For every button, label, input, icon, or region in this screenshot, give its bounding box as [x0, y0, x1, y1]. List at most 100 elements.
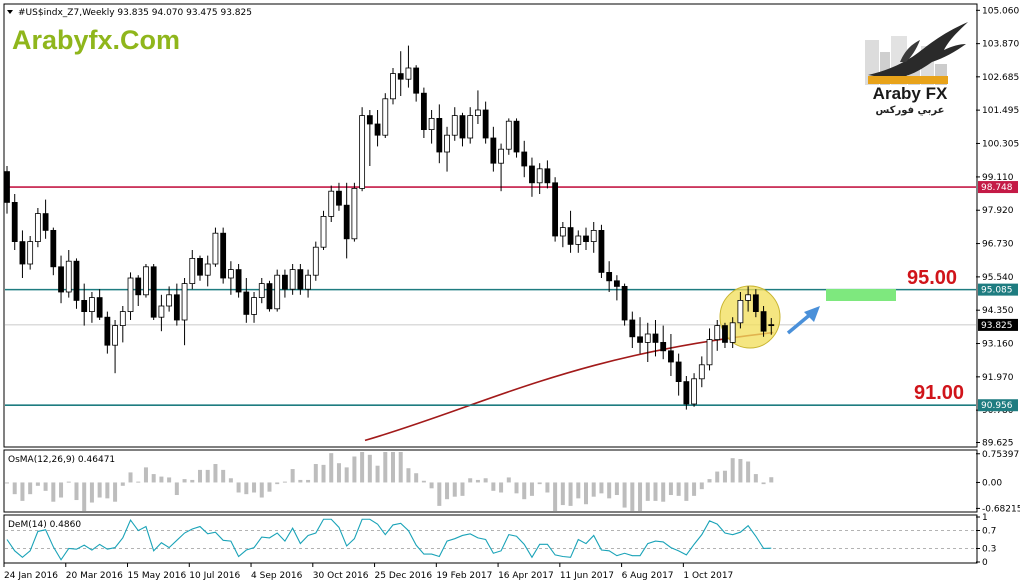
candle — [444, 126, 450, 172]
osma-bar — [661, 482, 666, 502]
osma-bar — [630, 482, 635, 511]
x-tick-label: 11 Jun 2017 — [560, 571, 614, 581]
logo-text-ar: عربي فوركس — [876, 105, 945, 116]
candle — [675, 353, 682, 396]
osma-bar — [607, 482, 612, 499]
candle — [112, 320, 118, 374]
osma-bar — [375, 465, 380, 483]
osma-bar — [360, 452, 365, 483]
candle — [150, 264, 157, 320]
candle — [544, 160, 551, 189]
candle — [4, 166, 10, 214]
candle — [119, 306, 126, 343]
candle — [58, 255, 64, 304]
y-tick-label: 96.730 — [982, 240, 1014, 250]
x-tick-label: 24 Jan 2016 — [4, 571, 58, 581]
osma-bar — [699, 482, 704, 490]
osma-bar — [51, 482, 56, 502]
osma-bar — [383, 452, 388, 483]
candle — [436, 104, 443, 164]
osma-bar — [429, 482, 434, 489]
moving-average-line — [364, 331, 774, 442]
osma-pane — [3, 449, 978, 513]
candle — [235, 264, 242, 298]
osma-bar — [282, 481, 287, 483]
osma-bar — [738, 459, 743, 483]
candle — [135, 275, 142, 306]
price-tag: 98.748 — [978, 181, 1018, 194]
osma-bar — [391, 452, 395, 483]
osma-bar — [761, 482, 766, 485]
candle — [274, 269, 281, 312]
candle — [81, 283, 88, 326]
osma-bar — [568, 482, 573, 506]
osma-bar — [321, 464, 326, 483]
x-tick-label: 6 Aug 2017 — [622, 571, 674, 581]
osma-y-tick: -0.68215 — [982, 504, 1020, 514]
collapse-triangle-icon[interactable] — [7, 10, 13, 14]
dem-title: DeM(14) 0.4860 — [8, 520, 81, 530]
osma-bar — [398, 452, 403, 483]
y-tick-label: 91.970 — [982, 373, 1014, 383]
candle — [220, 227, 227, 284]
svg-text:90.956: 90.956 — [981, 401, 1013, 411]
osma-bar — [267, 482, 272, 492]
osma-bar — [89, 482, 94, 503]
x-tick-label: 15 May 2016 — [128, 571, 187, 581]
osma-bar — [599, 482, 604, 494]
osma-bar — [622, 482, 627, 508]
osma-bar — [236, 482, 241, 493]
osma-bar — [151, 474, 156, 483]
candle — [652, 320, 659, 357]
x-tick-label: 30 Oct 2016 — [313, 571, 369, 581]
osma-bar — [483, 478, 488, 483]
x-tick-label: 19 Feb 2017 — [436, 571, 492, 581]
candle — [475, 90, 481, 124]
candle — [158, 294, 165, 332]
osma-bar — [553, 482, 558, 511]
osma-bar — [468, 478, 473, 483]
candle — [413, 65, 420, 102]
candle — [498, 143, 504, 192]
osma-bar — [198, 469, 202, 483]
candle — [266, 280, 273, 312]
osma-bar — [66, 481, 71, 483]
candle — [729, 317, 736, 348]
candle — [204, 255, 211, 287]
osma-bar — [59, 482, 64, 498]
candle — [336, 182, 342, 211]
candle — [482, 101, 489, 144]
candle — [89, 292, 95, 323]
candle — [737, 292, 744, 329]
osma-bar — [20, 482, 25, 501]
osma-bar — [252, 482, 257, 493]
candle — [243, 278, 250, 323]
osma-bar — [715, 471, 720, 483]
candle — [529, 157, 535, 197]
osma-bar — [329, 453, 334, 483]
candle — [96, 289, 103, 320]
candle — [598, 224, 605, 278]
osma-bar — [290, 469, 295, 483]
osma-bar — [352, 456, 357, 483]
osma-bar — [653, 482, 658, 501]
osma-bar — [506, 477, 511, 483]
dem-y-tick: 0.3 — [982, 545, 996, 555]
osma-bar — [336, 463, 341, 483]
osma-bar — [5, 482, 9, 484]
price-tag: 90.956 — [978, 399, 1018, 412]
candle — [714, 320, 721, 351]
candle — [328, 185, 335, 222]
candle — [683, 376, 690, 410]
osma-bar — [514, 482, 519, 494]
osma-bar — [221, 469, 226, 483]
x-tick-label: 16 Apr 2017 — [498, 571, 554, 581]
osma-bar — [367, 454, 372, 483]
osma-bar — [537, 482, 542, 485]
candle — [181, 278, 188, 346]
candle — [451, 107, 458, 141]
candle — [428, 110, 435, 144]
osma-bar — [730, 458, 735, 483]
x-tick-label: 25 Dec 2016 — [375, 571, 433, 581]
osma-bar — [174, 482, 179, 496]
